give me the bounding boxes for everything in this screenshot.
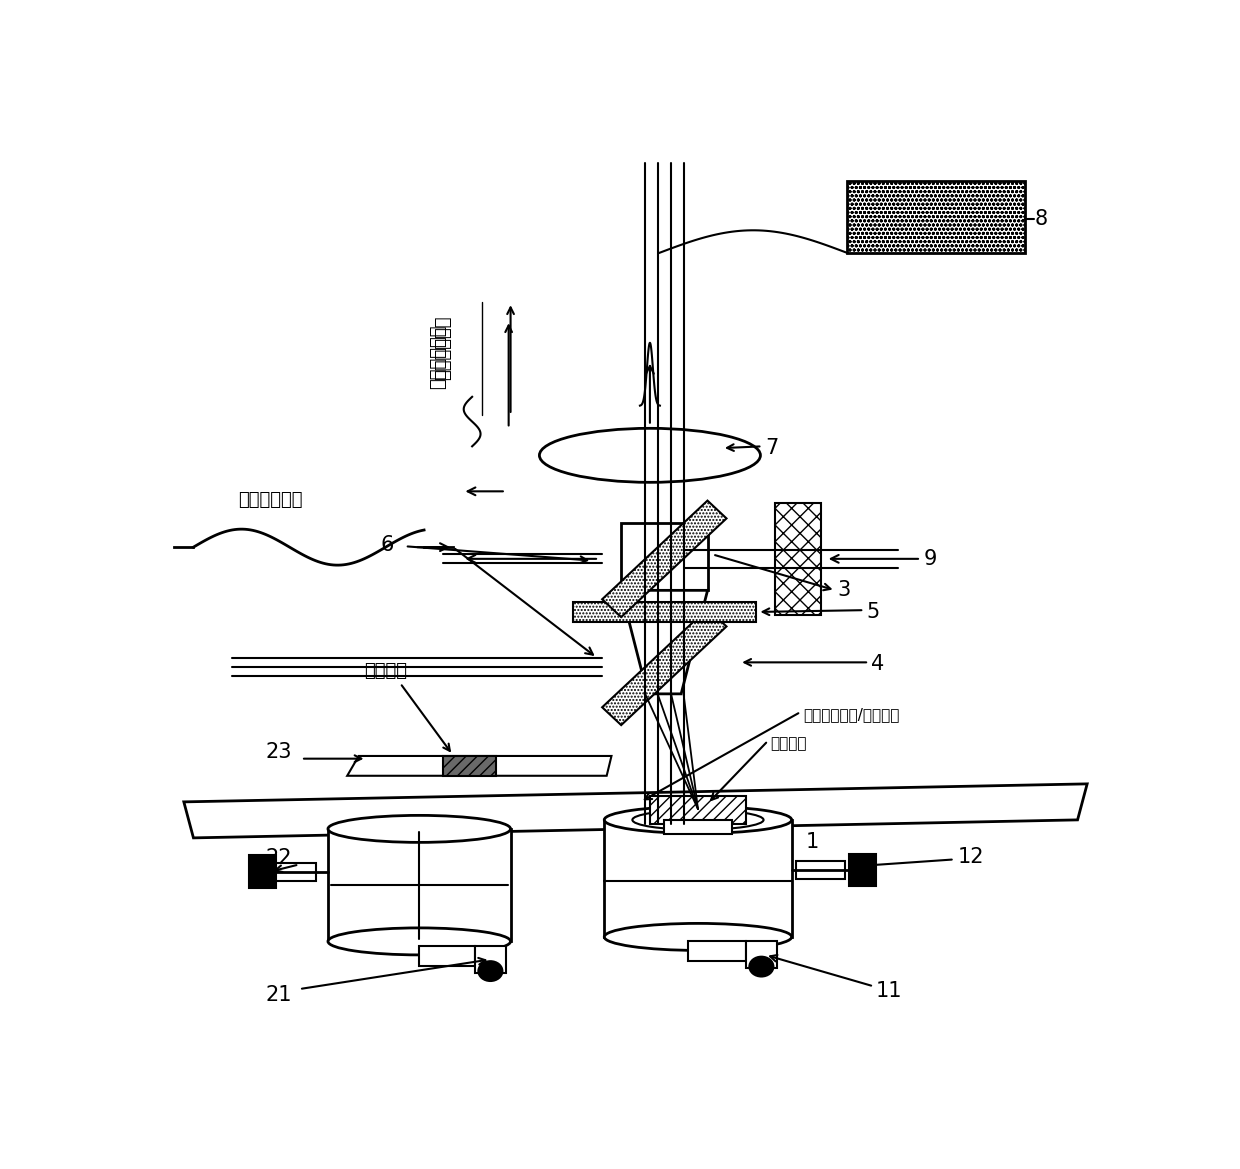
Bar [270,863,316,880]
Text: 21: 21 [265,985,291,1005]
Bar [249,856,277,887]
Text: 22: 22 [265,849,291,869]
Bar [746,941,776,968]
Bar [621,523,708,590]
Polygon shape [603,500,727,617]
Bar [419,946,475,966]
Ellipse shape [327,816,511,843]
Text: 转移样品: 转移样品 [365,663,407,680]
Text: 23: 23 [265,742,291,762]
Ellipse shape [539,428,760,483]
Text: 5: 5 [866,602,879,622]
Bar [475,946,506,973]
Text: 8: 8 [1034,208,1048,229]
Bar [650,796,746,824]
Polygon shape [347,756,611,776]
Text: 3: 3 [837,580,851,601]
Ellipse shape [479,961,502,981]
Bar [796,862,844,879]
Text: 目标样品: 目标样品 [770,735,806,750]
Text: 二次谐波信号: 二次谐波信号 [434,316,453,380]
Text: 1: 1 [806,832,820,852]
Bar [327,829,511,941]
Polygon shape [603,609,727,725]
Bar [688,941,746,961]
Bar [444,756,496,776]
Ellipse shape [749,956,774,976]
Polygon shape [184,784,1087,838]
Bar [849,855,877,886]
Ellipse shape [604,807,791,833]
Text: 12: 12 [957,846,983,866]
Bar [775,503,821,615]
Polygon shape [621,590,708,694]
Ellipse shape [327,928,511,955]
Text: 9: 9 [924,548,937,569]
Text: 4: 4 [870,655,884,675]
Text: 二次谐波信号: 二次谐波信号 [429,324,448,388]
Bar [665,819,732,835]
Bar [604,819,791,936]
Bar [573,602,755,622]
Bar [847,181,1024,253]
Ellipse shape [604,924,791,950]
Text: 11: 11 [875,981,903,1001]
Text: 目标样品激发/收集信号: 目标样品激发/收集信号 [804,707,900,722]
Text: 入射激光信号: 入射激光信号 [238,491,303,510]
Ellipse shape [632,810,764,830]
Text: 6: 6 [381,535,394,555]
Text: 7: 7 [765,438,779,458]
